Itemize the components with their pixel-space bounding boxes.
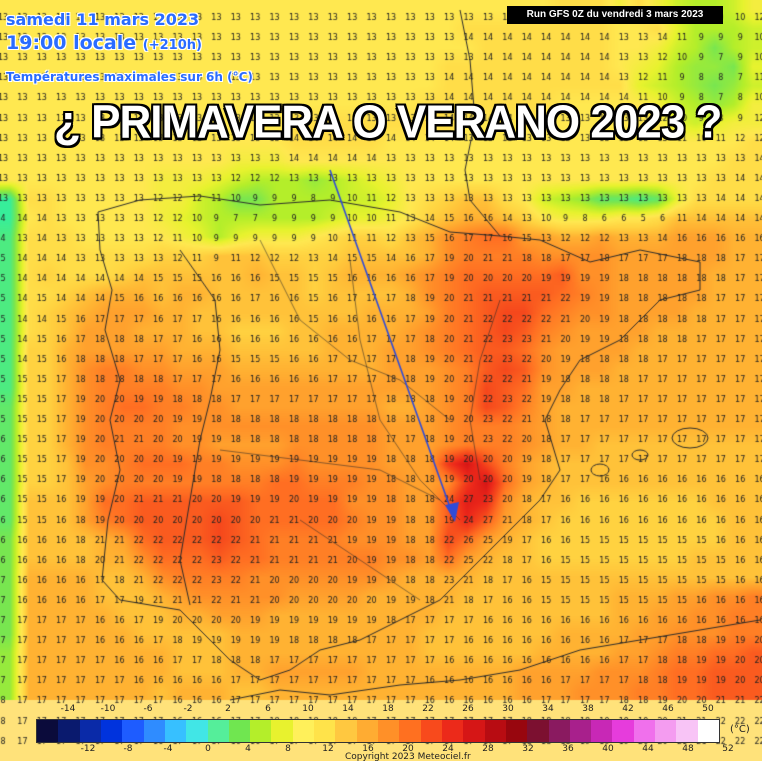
colorbar-tick-label: 46 [662, 704, 674, 714]
colorbar-swatch [548, 720, 570, 742]
colorbar-tick-label: 42 [622, 704, 634, 714]
colorbar-tick-label: 34 [542, 704, 554, 714]
colorbar-swatch [356, 720, 378, 742]
colorbar-swatch [441, 720, 464, 742]
colorbar-tick-label: 40 [602, 744, 614, 754]
colorbar-swatch [676, 720, 698, 742]
colorbar-tick-label: 10 [302, 704, 314, 714]
colorbar-swatch [484, 720, 506, 742]
colorbar-swatch [122, 720, 144, 742]
colorbar-unit: (°C) [730, 724, 750, 735]
colorbar-swatch [143, 720, 165, 742]
colorbar-tick-label: 20 [402, 744, 414, 754]
colorbar-tick-label: -8 [123, 744, 133, 754]
colorbar-tick-label: 4 [245, 744, 251, 754]
forecast-date: samedi 11 mars 2023 [6, 10, 200, 29]
colorbar-tick-label: -14 [60, 704, 76, 714]
colorbar-tick-label: -6 [143, 704, 153, 714]
colorbar-tick-label: 50 [702, 704, 714, 714]
forecast-time-label: 19:00 locale [6, 32, 137, 54]
colorbar-tick-label: -4 [163, 744, 173, 754]
copyright: Copyright 2023 Meteociel.fr [345, 752, 471, 761]
colorbar-swatch [37, 720, 59, 742]
colorbar-swatch [633, 720, 656, 742]
colorbar-swatch [100, 720, 123, 742]
colorbar-swatch [58, 720, 80, 742]
colorbar-swatch [186, 720, 208, 742]
colorbar-tick-label: 26 [462, 704, 474, 714]
colorbar-tick-label: 12 [322, 744, 334, 754]
colorbar-tick-label: 36 [562, 744, 574, 754]
colorbar-tick-label: 52 [722, 744, 734, 754]
colorbar-swatch [505, 720, 528, 742]
colorbar-tick-label: 0 [205, 744, 211, 754]
colorbar-swatch [228, 720, 251, 742]
colorbar-tick-label: 6 [265, 704, 271, 714]
variable-label: Températures maximales sur 6h (°C) [6, 70, 253, 84]
colorbar-tick-label: 32 [522, 744, 534, 754]
colorbar-tick-label: 2 [225, 704, 231, 714]
colorbar-tick-label: -10 [100, 704, 116, 714]
colorbar-swatch [527, 720, 549, 742]
forecast-offset: (+210h) [142, 38, 202, 53]
colorbar-tick-label: 28 [482, 744, 494, 754]
colorbar-tick-label: 8 [285, 744, 291, 754]
colorbar-swatch [612, 720, 634, 742]
colorbar-tick-label: -2 [183, 704, 193, 714]
colorbar-swatch [463, 720, 485, 742]
colorbar-tick-label: 30 [502, 704, 514, 714]
colorbar-tick-label: 18 [382, 704, 394, 714]
colorbar-swatch [399, 720, 421, 742]
colorbar-swatch [378, 720, 400, 742]
colorbar-swatch [591, 720, 613, 742]
forecast-time: 19:00 locale (+210h) [6, 32, 202, 54]
colorbar-swatch [335, 720, 357, 742]
colorbar-swatch [420, 720, 442, 742]
colorbar [36, 719, 720, 743]
colorbar-swatch [292, 720, 315, 742]
colorbar-tick-label: 24 [442, 744, 454, 754]
colorbar-swatch [314, 720, 336, 742]
colorbar-swatch [164, 720, 187, 742]
colorbar-tick-label: 22 [422, 704, 434, 714]
colorbar-swatch [271, 720, 293, 742]
colorbar-tick-label: -12 [80, 744, 96, 754]
colorbar-tick-label: 48 [682, 744, 694, 754]
colorbar-swatch [250, 720, 272, 742]
colorbar-tick-label: 38 [582, 704, 594, 714]
colorbar-swatch [207, 720, 229, 742]
colorbar-swatch [655, 720, 677, 742]
colorbar-tick-label: 14 [342, 704, 354, 714]
run-label: Run GFS 0Z du vendredi 3 mars 2023 [507, 6, 723, 24]
colorbar-swatch [79, 720, 101, 742]
colorbar-tick-label: 16 [362, 744, 374, 754]
colorbar-swatch [697, 720, 719, 742]
colorbar-swatch [569, 720, 592, 742]
headline-overlay: ¿ PRIMAVERA O VERANO 2023 ? [54, 96, 722, 149]
colorbar-tick-label: 44 [642, 744, 654, 754]
